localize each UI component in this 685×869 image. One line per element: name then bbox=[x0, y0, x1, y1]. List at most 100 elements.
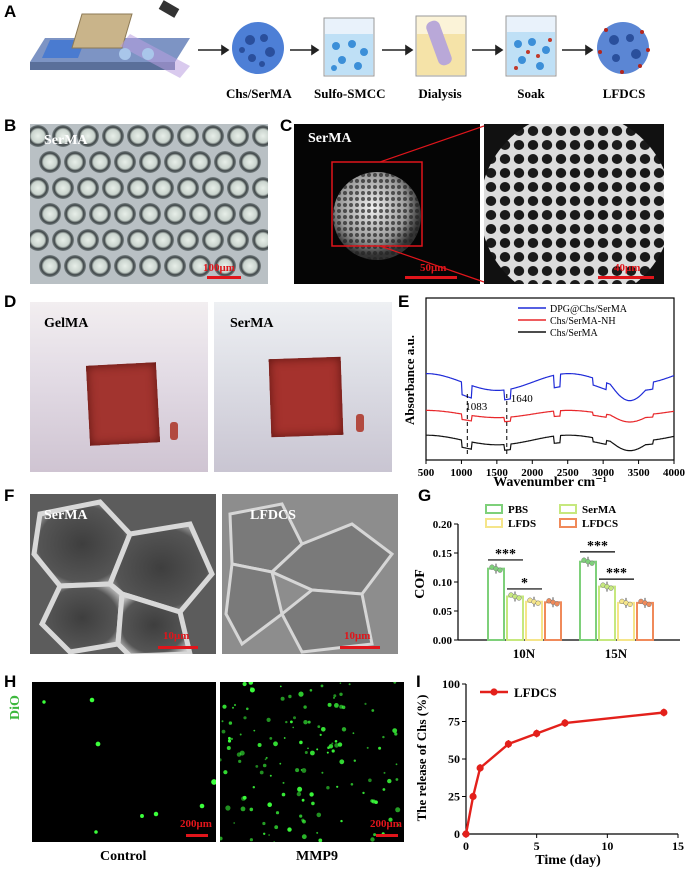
bar-pbs-15n bbox=[579, 560, 597, 642]
microsphere bbox=[89, 203, 111, 225]
legend-label: Chs/SerMA bbox=[550, 328, 599, 339]
fluorescent-spot bbox=[371, 709, 375, 712]
ftir-series-0 bbox=[426, 373, 675, 402]
soak-beaker bbox=[505, 15, 557, 77]
fluorescent-spot bbox=[295, 768, 300, 773]
fluorescent-spot bbox=[242, 795, 247, 800]
fluorescent-spot bbox=[395, 778, 399, 781]
legend-swatch bbox=[485, 504, 503, 514]
x-tick-label: 4000 bbox=[663, 467, 685, 479]
microsphere bbox=[102, 229, 124, 251]
panel-a-schematic bbox=[30, 0, 650, 78]
fluorescent-spot bbox=[300, 769, 303, 771]
fluorescent-spot bbox=[382, 735, 385, 739]
microsphere bbox=[77, 229, 99, 251]
fluorescent-spot bbox=[382, 788, 386, 791]
fluorescent-spot bbox=[266, 717, 271, 722]
release-curve bbox=[464, 711, 665, 835]
bar-pbs-10n bbox=[487, 567, 505, 641]
fluorescent-spot bbox=[337, 742, 343, 747]
panel-h-mmp9-label: MMP9 bbox=[296, 849, 338, 864]
fluorescent-spot bbox=[311, 801, 315, 806]
y-tick-label: 0.05 bbox=[433, 606, 453, 618]
panel-f-right-scale-text: 10μm bbox=[344, 630, 371, 642]
fluorescent-spot bbox=[94, 830, 98, 834]
bar-lfdcs-15n bbox=[636, 601, 654, 641]
fluorescent-spot bbox=[232, 706, 234, 709]
fluorescent-spot bbox=[268, 834, 270, 836]
step-label-sulfo-smcc: Sulfo-SMCC bbox=[314, 86, 386, 101]
data-point bbox=[554, 601, 560, 607]
microsphere bbox=[239, 203, 261, 225]
panel-f-right-label: LFDCS bbox=[250, 508, 296, 523]
fluorescent-spot bbox=[221, 720, 224, 723]
fluorescent-spot bbox=[394, 732, 398, 736]
fluorescent-spot bbox=[263, 832, 266, 835]
fluorescent-spot bbox=[326, 751, 329, 754]
microsphere bbox=[52, 229, 74, 251]
y-tick-label: 0.10 bbox=[433, 577, 453, 589]
step-label-soak: Soak bbox=[517, 86, 545, 101]
step-label-dialysis: Dialysis bbox=[418, 86, 462, 101]
fluorescent-spot bbox=[307, 747, 309, 750]
microsphere bbox=[102, 125, 124, 147]
release-point bbox=[504, 740, 512, 748]
data-point bbox=[608, 585, 614, 591]
fluorescent-spot bbox=[371, 799, 376, 804]
panel-f-left-label: SerMA bbox=[44, 508, 88, 523]
fluorescent-spot bbox=[301, 798, 305, 802]
fluorescent-spot bbox=[334, 703, 339, 708]
microsphere bbox=[89, 151, 111, 173]
fluorescent-spot bbox=[220, 836, 223, 841]
fluorescent-spot bbox=[321, 771, 324, 774]
fluorescent-spot bbox=[233, 822, 236, 824]
panel-c-label: SerMA bbox=[308, 131, 352, 146]
bar-lfdcs-10n bbox=[544, 601, 562, 642]
fluorescent-spot bbox=[387, 778, 392, 784]
fluorescent-spot bbox=[298, 691, 304, 697]
data-point bbox=[627, 601, 633, 608]
panel-label-e: E bbox=[398, 292, 410, 311]
legend-label: DPG@Chs/SerMA bbox=[550, 304, 628, 315]
microsphere bbox=[139, 151, 161, 173]
fluorescent-spot bbox=[333, 696, 335, 699]
fluorescent-spot bbox=[334, 740, 338, 743]
step-label-chs-sermA: Chs/SerMA bbox=[226, 86, 292, 101]
legend-swatch bbox=[485, 518, 503, 528]
zoom-connector-lines bbox=[380, 125, 485, 283]
significance-stars: * bbox=[521, 576, 528, 591]
x-tick-label: 0 bbox=[463, 839, 469, 853]
panel-g-cof-chart: 0.00 0.05 0.10 0.15 0.20 10N 15N PBS SerMA LFDS… bbox=[413, 504, 680, 661]
fluorescent-spot bbox=[95, 741, 101, 747]
bar-lfds-15n bbox=[617, 601, 635, 641]
panel-c-right-scale-bar bbox=[598, 276, 654, 279]
data-point bbox=[516, 595, 522, 601]
fluorescent-spot bbox=[321, 727, 326, 732]
significance-stars: *** bbox=[495, 547, 516, 562]
fluorescent-spot bbox=[395, 763, 398, 766]
peak-label: 1083 bbox=[465, 401, 488, 413]
fluorescent-spot bbox=[275, 811, 280, 815]
microsphere bbox=[189, 255, 211, 277]
bar-serma-10n bbox=[506, 595, 524, 641]
fluorescent-spot bbox=[353, 759, 356, 762]
microsphere bbox=[152, 229, 174, 251]
microsphere bbox=[114, 203, 136, 225]
fluorescent-spot bbox=[288, 694, 292, 699]
fluorescent-spot bbox=[265, 756, 268, 759]
cartilage-defect bbox=[268, 356, 344, 438]
x-axis-label: Time (day) bbox=[535, 853, 601, 868]
significance-stars: *** bbox=[606, 566, 627, 581]
fluorescent-spot bbox=[282, 781, 285, 784]
panel-c-left-scale-text: 50μm bbox=[420, 262, 447, 274]
legend-label: LFDS bbox=[508, 518, 536, 530]
release-point bbox=[476, 764, 484, 772]
x-tick-label: 2500 bbox=[557, 467, 580, 479]
fluorescent-spot bbox=[331, 749, 335, 753]
release-point bbox=[533, 729, 541, 738]
fluorescent-spot bbox=[280, 696, 285, 701]
y-axis-label: COF bbox=[413, 569, 428, 599]
fluorescent-spot bbox=[246, 707, 249, 711]
panel-f-lfdcs-sem bbox=[222, 494, 398, 654]
